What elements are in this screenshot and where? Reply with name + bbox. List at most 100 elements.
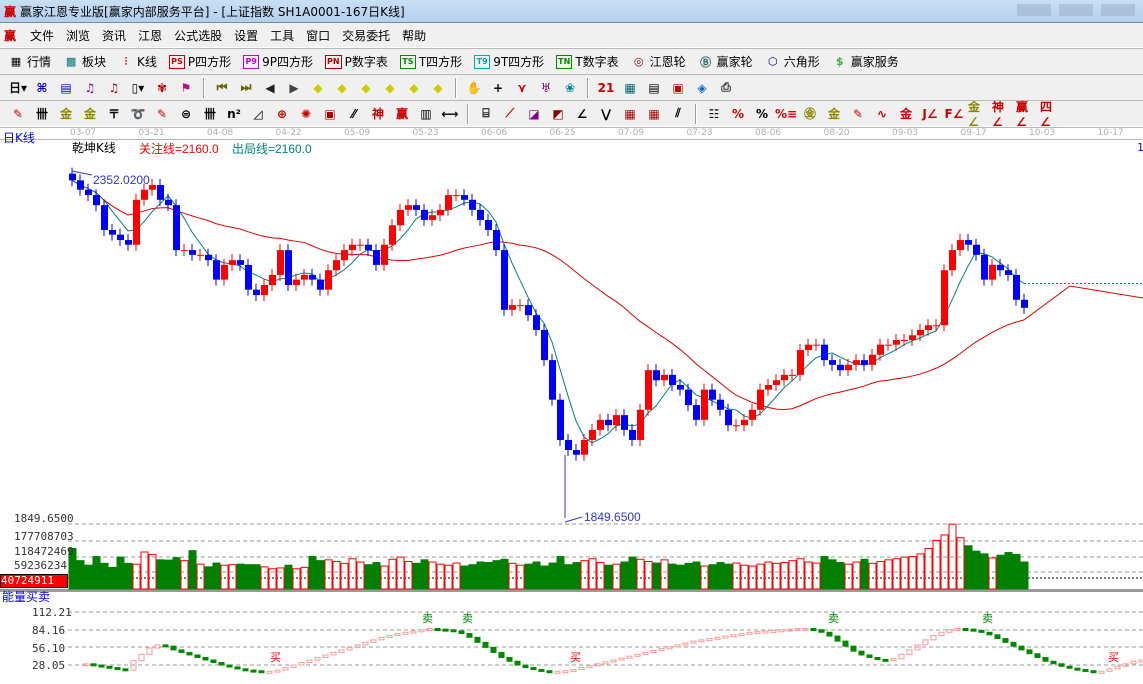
prev-icon[interactable]: ◀ <box>265 80 275 95</box>
minimize-button[interactable] <box>1017 4 1051 16</box>
line-tool-icon[interactable]: ⋎ <box>517 80 527 95</box>
web-icon[interactable]: ✺ <box>300 106 312 121</box>
shen-icon[interactable]: 神 <box>371 107 384 121</box>
menu-0[interactable]: 文件 <box>30 28 55 43</box>
kline3-icon[interactable]: ♫ <box>84 80 96 95</box>
left-arrow-icon[interactable]: ◆ <box>313 80 323 95</box>
expand-v-icon[interactable]: ◆ <box>433 80 443 95</box>
toolbar-button-tn[interactable]: TN T数字表 <box>556 53 619 70</box>
toolbar-button-ts[interactable]: TS T四方形 <box>399 53 462 70</box>
n2-icon[interactable]: n² <box>227 106 241 121</box>
notes-icon[interactable]: ▤ <box>60 80 72 95</box>
percent-icon[interactable]: % <box>755 106 769 121</box>
crosshair-icon[interactable]: + <box>492 80 504 95</box>
shen-angle-icon[interactable]: 神∠ <box>992 100 1005 126</box>
flag-icon[interactable]: ⚑ <box>180 80 192 95</box>
maximize-button[interactable] <box>1059 4 1093 16</box>
fan-icon[interactable]: ⟋ <box>505 106 515 120</box>
right-arrow-icon[interactable]: ◆ <box>337 80 347 95</box>
report-icon[interactable]: ▤ <box>648 80 660 95</box>
expand-icon[interactable]: ◆ <box>409 80 419 95</box>
volume-bar <box>660 559 669 590</box>
menu-3[interactable]: 江恩 <box>138 28 163 43</box>
pattern-icon[interactable]: ✾ <box>156 80 168 95</box>
spiral-icon[interactable]: ➰ <box>130 106 146 121</box>
grid3-icon[interactable]: ▦ <box>648 106 660 121</box>
ray-icon[interactable]: ⁄⁄ <box>351 106 356 121</box>
network-icon[interactable]: ◈ <box>697 80 707 95</box>
channel-icon[interactable]: ⫽ <box>675 106 681 120</box>
angle-icon[interactable]: ◿ <box>253 106 263 121</box>
first-icon[interactable]: ⏮ <box>216 80 228 94</box>
toolbar-button-sector[interactable]: ▩ 板块 <box>63 53 106 70</box>
candle-dropdown[interactable]: ▯▾ <box>131 80 145 95</box>
pen-bar-icon[interactable]: ✎ <box>852 106 864 121</box>
fib-icon[interactable]: 〒 <box>107 107 120 121</box>
toolbar-button-hexagon[interactable]: ⬡ 六角形 <box>765 53 820 70</box>
print-icon[interactable]: ⎙ <box>721 80 731 94</box>
tool-icon[interactable]: ♅ <box>540 80 552 95</box>
toolbar-button-t9[interactable]: T9 9T四方形 <box>474 53 544 70</box>
zigzag-icon[interactable]: ⋁ <box>600 106 612 121</box>
target-icon[interactable]: ⊕ <box>276 106 288 121</box>
toolbar-button-ps[interactable]: PS P四方形 <box>168 53 231 70</box>
grid-icon[interactable]: ▥ <box>420 106 432 121</box>
chart-style-icon[interactable]: ⌘ <box>36 80 48 95</box>
gold-angle-icon[interactable]: 金∠ <box>968 100 981 126</box>
j-angle-icon[interactable]: J∠ <box>922 106 938 121</box>
menu-5[interactable]: 设置 <box>234 28 259 43</box>
hand-icon[interactable]: ✋ <box>466 80 482 95</box>
gold-b-icon[interactable]: 金 <box>83 107 96 121</box>
grid2-icon[interactable]: ▦ <box>624 106 636 121</box>
last-icon[interactable]: ⏭ <box>240 80 252 94</box>
f-angle-icon[interactable]: F∠ <box>944 106 964 121</box>
toolbar-button-pn[interactable]: PN P数字表 <box>325 53 388 70</box>
lines-icon[interactable]: 卌 <box>203 107 216 121</box>
fan-box2-icon[interactable]: ◩ <box>552 106 564 121</box>
period-day-dropdown[interactable]: 日▾ <box>8 81 28 95</box>
gold-a-icon[interactable]: 金 <box>59 107 72 121</box>
fan-box-icon[interactable]: ◪ <box>528 106 540 121</box>
menu-2[interactable]: 资讯 <box>102 28 127 43</box>
gold-line-icon[interactable]: 金 <box>899 107 912 121</box>
pen-icon[interactable]: ✎ <box>12 106 24 121</box>
four-angle-icon[interactable]: 四∠ <box>1040 100 1053 126</box>
menu-6[interactable]: 工具 <box>270 28 295 43</box>
ying-icon[interactable]: 赢 <box>395 107 408 121</box>
circle-icon[interactable]: ⊜ <box>180 106 192 121</box>
expand-h-icon[interactable]: ◆ <box>361 80 371 95</box>
toolbar-button-gann-wheel[interactable]: ◎ 江恩轮 <box>631 53 686 70</box>
toolbar-button-p9[interactable]: P9 9P四方形 <box>243 53 313 70</box>
menu-9[interactable]: 帮助 <box>402 28 427 43</box>
toolbar-button-big-wheel[interactable]: Ⓑ 赢家轮 <box>698 53 753 70</box>
menu-1[interactable]: 浏览 <box>66 28 91 43</box>
menu-8[interactable]: 交易委托 <box>342 28 391 43</box>
toolbar-button-kline[interactable]: ⫶ K线 <box>118 53 157 70</box>
toolbar-button-quote-table[interactable]: ▦ 行情 <box>8 53 51 70</box>
gold-circle-icon[interactable]: ㊎ <box>803 107 816 121</box>
pen2-icon[interactable]: ✎ <box>156 106 168 121</box>
calculator-icon[interactable]: ▦ <box>624 80 636 95</box>
measure-icon[interactable]: ⟷ <box>441 106 459 121</box>
menu-7[interactable]: 窗口 <box>306 28 331 43</box>
save-icon[interactable]: ▣ <box>672 80 684 95</box>
brain-icon[interactable]: ❀ <box>564 80 576 95</box>
table-icon[interactable]: ☷ <box>708 106 720 121</box>
close-button[interactable] <box>1101 4 1135 16</box>
shrink-h-icon[interactable]: ◆ <box>385 80 395 95</box>
menu-4[interactable]: 公式选股 <box>174 28 223 43</box>
wave-icon[interactable]: ∿ <box>876 106 888 121</box>
box-icon[interactable]: ⌸ <box>482 106 490 120</box>
percent-lines-icon[interactable]: %≡ <box>774 106 798 121</box>
gold-lines-icon[interactable]: 金 <box>827 107 840 121</box>
kline9-icon[interactable]: ♫ <box>108 80 120 95</box>
percent-red-icon[interactable]: % <box>731 106 745 121</box>
next-icon[interactable]: ▶ <box>289 80 299 95</box>
parallel-icon[interactable]: 卌 <box>35 107 48 121</box>
calendar-icon[interactable]: 21 <box>597 80 615 95</box>
toolbar-button-dollar[interactable]: $ 赢家服务 <box>832 53 899 70</box>
angle2-icon[interactable]: ∠ <box>576 106 588 121</box>
ying-angle-icon[interactable]: 赢∠ <box>1016 100 1029 126</box>
square-icon[interactable]: ▣ <box>324 106 336 121</box>
